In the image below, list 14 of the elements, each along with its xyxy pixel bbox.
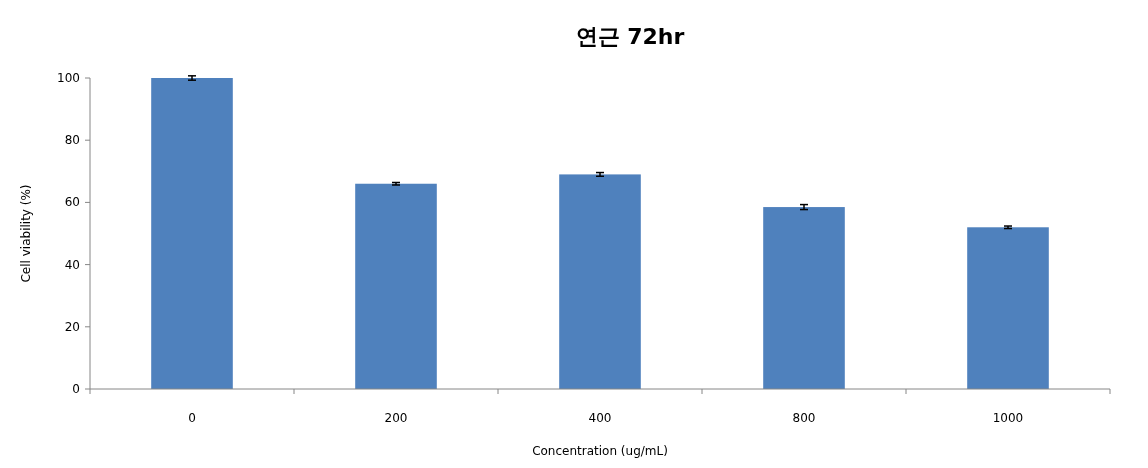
x-tick-label: 200 bbox=[384, 411, 408, 425]
x-tick-label: 0 bbox=[188, 411, 196, 425]
chart-title: 연근 72hr bbox=[575, 24, 685, 49]
y-tick-label: 100 bbox=[57, 71, 80, 85]
x-tick-label: 1000 bbox=[992, 411, 1024, 425]
x-tick-label: 400 bbox=[588, 411, 612, 425]
y-axis-title: Cell viability (%) bbox=[19, 184, 33, 283]
x-axis-title: Concentration (ug/mL) bbox=[532, 444, 668, 458]
y-tick-label: 80 bbox=[64, 133, 80, 148]
y-tick-label: 60 bbox=[64, 195, 80, 210]
y-tick-label: 20 bbox=[64, 319, 80, 334]
y-tick-label: 0 bbox=[72, 382, 80, 396]
x-tick-label: 800 bbox=[792, 411, 816, 425]
y-tick-label: 40 bbox=[64, 257, 80, 272]
